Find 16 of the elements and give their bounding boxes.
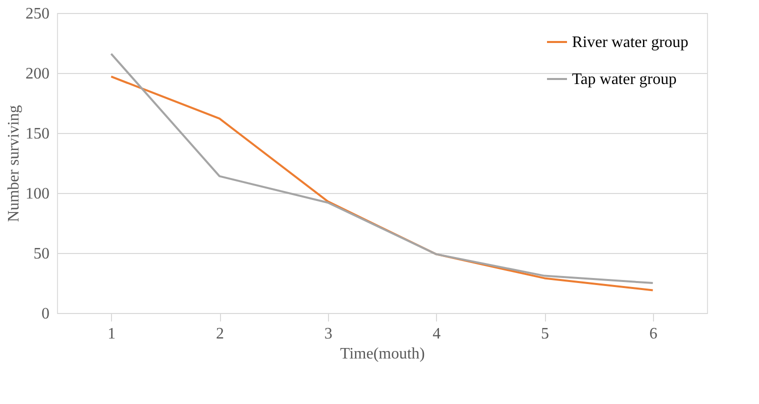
x-tick-label: 4 [432,326,441,342]
y-axis-title: Number surviving [6,105,22,222]
x-tick-label: 5 [541,326,549,342]
y-tick-label: 100 [26,186,50,202]
x-tick-label: 3 [324,326,332,342]
y-tick-label: 0 [42,306,50,322]
y-tick-label: 150 [26,126,50,142]
x-tick-label: 6 [649,326,658,342]
x-axis-title: Time(mouth) [340,346,425,362]
legend-label: Tap water group [572,71,677,88]
x-tick-label: 2 [216,326,224,342]
x-tick-label: 1 [108,326,116,342]
y-tick-label: 200 [26,66,50,82]
y-tick-label: 50 [34,246,50,262]
y-tick-label: 250 [26,6,50,22]
legend-label: River water group [572,34,688,51]
